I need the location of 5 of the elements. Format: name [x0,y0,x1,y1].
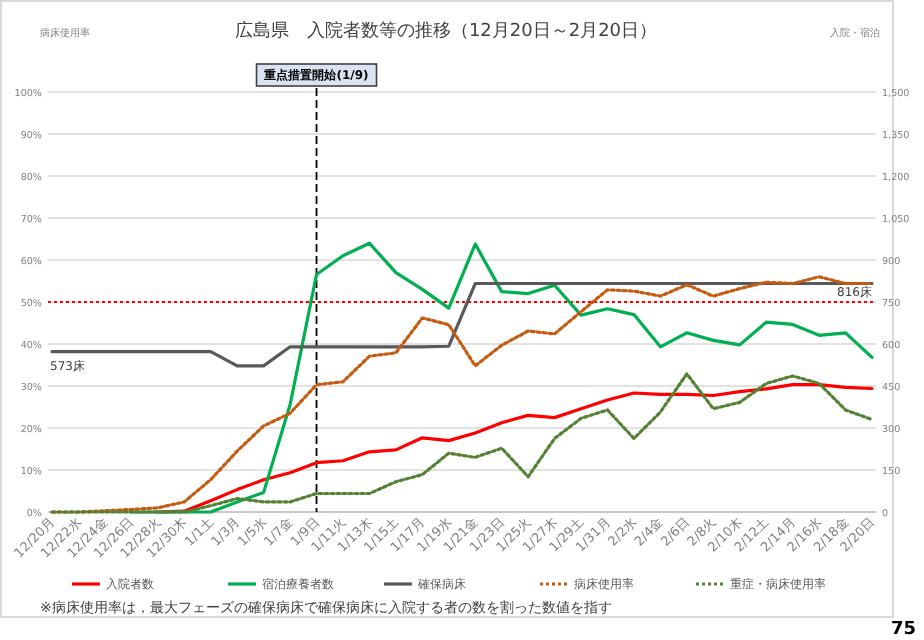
line-series [129,241,874,514]
text: 75 [890,620,916,640]
line-series [50,281,874,368]
line-series [50,372,874,514]
chart-title: 広島県 入院者数等の推移（12月20日～2月20日） [234,20,658,42]
